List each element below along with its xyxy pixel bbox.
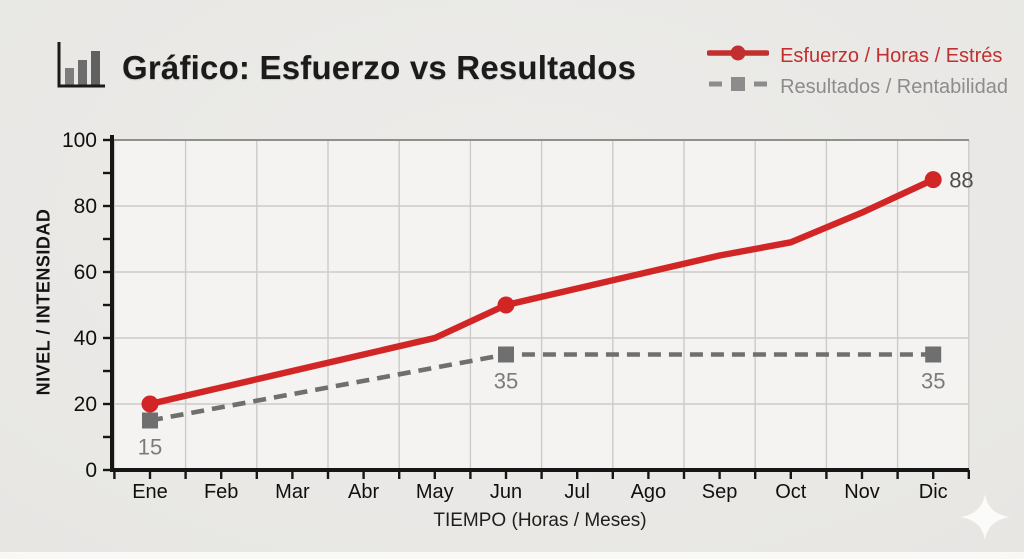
- bottom-highlight-strip: [0, 552, 1024, 559]
- x-tick-labels: Ene Feb Mar Abr May Jun Jul Ago Sep Oct Nov Dic: [132, 481, 947, 503]
- legend-label: Resultados / Rentabilidad: [780, 75, 1008, 98]
- point-label: 88: [949, 168, 973, 193]
- y-tick-label: 20: [74, 393, 97, 416]
- y-tick-labels: 0 20 40 60 80 100: [62, 129, 97, 482]
- x-tick-label: Oct: [775, 481, 807, 503]
- x-tick-label: Nov: [844, 481, 880, 503]
- series-esfuerzo: [141, 171, 942, 413]
- axes: [103, 135, 970, 479]
- x-tick-label: Dic: [919, 481, 948, 503]
- x-tick-label: Mar: [275, 481, 310, 503]
- bar-chart-icon: [55, 40, 107, 95]
- x-tick-label: Sep: [702, 481, 738, 503]
- y-tick-label: 40: [74, 327, 97, 350]
- page-title: Gráfico: Esfuerzo vs Resultados: [122, 48, 637, 86]
- y-tick-label: 0: [85, 459, 97, 482]
- series-line: [149, 352, 934, 423]
- legend: Esfuerzo / Horas / Estrés Resultados / R…: [706, 44, 1008, 99]
- data-point-marker: [924, 171, 942, 189]
- data-point-marker: [142, 412, 158, 429]
- y-tick-label: 60: [74, 261, 97, 284]
- x-tick-label: Ene: [132, 481, 168, 503]
- point-label: 35: [494, 369, 518, 394]
- data-point-marker: [498, 346, 514, 363]
- data-point-marker: [925, 346, 942, 363]
- sparkle-icon: [957, 491, 1013, 550]
- legend-item-resultados: Resultados / Rentabilidad: [707, 75, 1008, 99]
- x-tick-label: Feb: [204, 481, 238, 503]
- x-tick-label: Jul: [564, 481, 590, 503]
- y-tick-label: 100: [62, 129, 97, 152]
- header: Gráfico: Esfuerzo vs Resultados: [55, 40, 636, 95]
- legend-item-esfuerzo: Esfuerzo / Horas / Estrés: [706, 44, 1008, 68]
- point-label: 35: [921, 369, 945, 394]
- point-label: 15: [138, 435, 162, 460]
- y-tick-label: 80: [74, 195, 97, 218]
- gridlines: [112, 140, 970, 470]
- data-point-marker: [141, 395, 159, 413]
- series-line: [146, 176, 937, 408]
- data-point-marker: [497, 296, 515, 314]
- point-labels: 15 35 35 88: [138, 168, 974, 460]
- series-resultados: [142, 346, 942, 429]
- x-tick-label: Jun: [490, 481, 522, 503]
- y-axis-title: NIVEL / INTENSIDAD: [33, 208, 54, 396]
- x-tick-label: Ago: [631, 481, 667, 503]
- x-tick-label: Abr: [348, 481, 379, 503]
- legend-swatch-dashed-line: [707, 75, 769, 99]
- x-tick-label: May: [416, 481, 454, 503]
- x-axis-title: TIEMPO (Horas / Meses): [433, 510, 647, 531]
- legend-swatch-solid-line: [706, 44, 770, 68]
- plot-area: [112, 140, 969, 470]
- legend-label: Esfuerzo / Horas / Estrés: [780, 44, 1003, 67]
